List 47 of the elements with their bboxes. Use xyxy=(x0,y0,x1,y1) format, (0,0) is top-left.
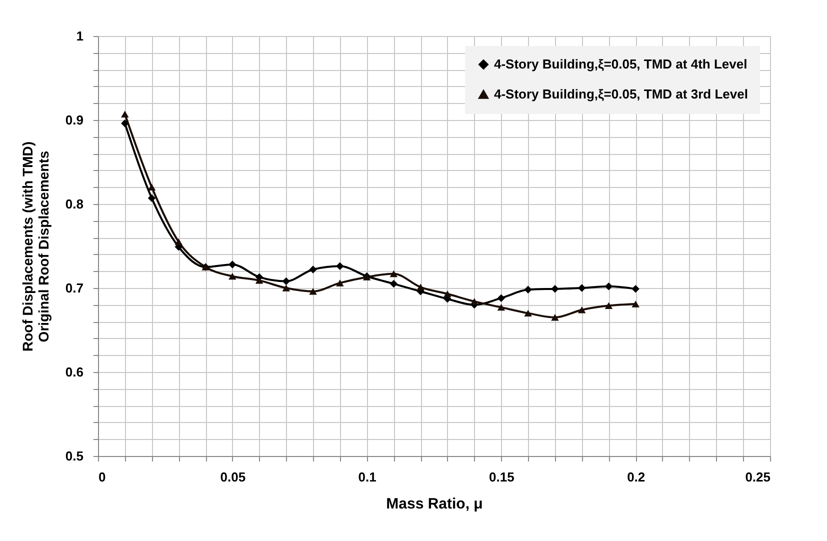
x-tick-label: 0 xyxy=(98,470,106,484)
y-axis-title: Roof Displacements (with TMD) Original Roof Displacements xyxy=(19,141,52,352)
point xyxy=(336,280,344,286)
x-tick-label: 0.05 xyxy=(220,470,246,484)
point xyxy=(632,284,640,293)
x-tick-label: 0.25 xyxy=(745,470,770,484)
x-axis-title: Mass Ratio, μ xyxy=(386,496,483,512)
point xyxy=(228,272,236,280)
point xyxy=(524,310,532,317)
point xyxy=(578,306,586,314)
point xyxy=(444,290,452,298)
point xyxy=(416,284,424,291)
point xyxy=(336,262,344,270)
y-tick-label: 0.7 xyxy=(65,280,84,296)
point xyxy=(604,282,613,290)
point xyxy=(497,294,506,302)
x-tick-label: 0.1 xyxy=(358,470,376,484)
point xyxy=(121,110,129,118)
point xyxy=(228,260,236,268)
y-tick-label: 0.6 xyxy=(65,364,84,380)
point xyxy=(632,300,640,308)
point xyxy=(390,280,398,288)
point xyxy=(255,277,264,284)
x-tick-label: 0.2 xyxy=(627,470,646,484)
point xyxy=(578,284,586,292)
point xyxy=(524,286,532,294)
y-tick-label: 1 xyxy=(76,28,84,44)
y-tick-label: 0.5 xyxy=(65,448,84,464)
point xyxy=(470,298,478,305)
point xyxy=(309,288,317,295)
point xyxy=(604,302,613,309)
point xyxy=(551,314,559,321)
y-tick-label: 0.9 xyxy=(65,112,84,128)
point xyxy=(148,194,156,202)
point xyxy=(121,119,129,128)
point xyxy=(148,184,156,191)
point xyxy=(309,266,317,274)
legend-label: 4-Story Building,ξ=0.05, TMD at 4th Level xyxy=(494,56,748,72)
point xyxy=(390,270,398,278)
y-tick-label: 0.8 xyxy=(65,196,84,212)
point xyxy=(282,277,290,286)
legend-label: 4-Story Building,ξ=0.05, TMD at 3rd Level xyxy=(494,86,748,102)
point xyxy=(551,284,559,293)
x-tick-label: 0.15 xyxy=(489,470,514,484)
point xyxy=(174,238,183,246)
point xyxy=(497,304,506,311)
point xyxy=(282,284,290,292)
